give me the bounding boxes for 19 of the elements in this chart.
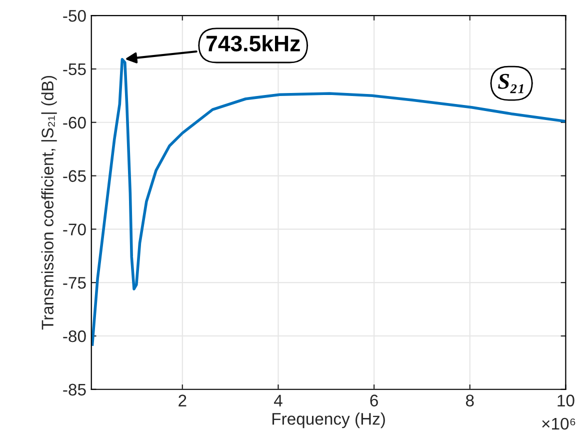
y-tick-label: -50 bbox=[63, 10, 86, 22]
x-tick-label: 4 bbox=[274, 394, 282, 406]
x-tick-label: 6 bbox=[370, 394, 378, 406]
series-label: S₂₁ bbox=[498, 74, 524, 94]
x-tick-label: 10 bbox=[558, 394, 574, 406]
y-tick-label: -80 bbox=[63, 330, 86, 342]
line-series bbox=[91, 58, 566, 346]
x-tick-label: 8 bbox=[466, 394, 474, 406]
y-tick-label: -85 bbox=[63, 384, 86, 396]
x-axis-title: Frequency (Hz) bbox=[272, 412, 385, 428]
y-tick-label: -55 bbox=[63, 64, 86, 76]
annotation: 743.5kHz bbox=[206, 35, 300, 52]
text: ×10⁶ bbox=[542, 418, 576, 430]
y-tick-label: -75 bbox=[63, 277, 86, 289]
y-tick-label: -70 bbox=[63, 224, 86, 236]
y-axis-title: Transmission coefficient, |S₂₁| (dB) bbox=[41, 76, 57, 330]
y-tick-label: -65 bbox=[63, 170, 86, 182]
y-tick-label: -60 bbox=[63, 116, 86, 129]
x-tick-label: 2 bbox=[178, 394, 186, 406]
